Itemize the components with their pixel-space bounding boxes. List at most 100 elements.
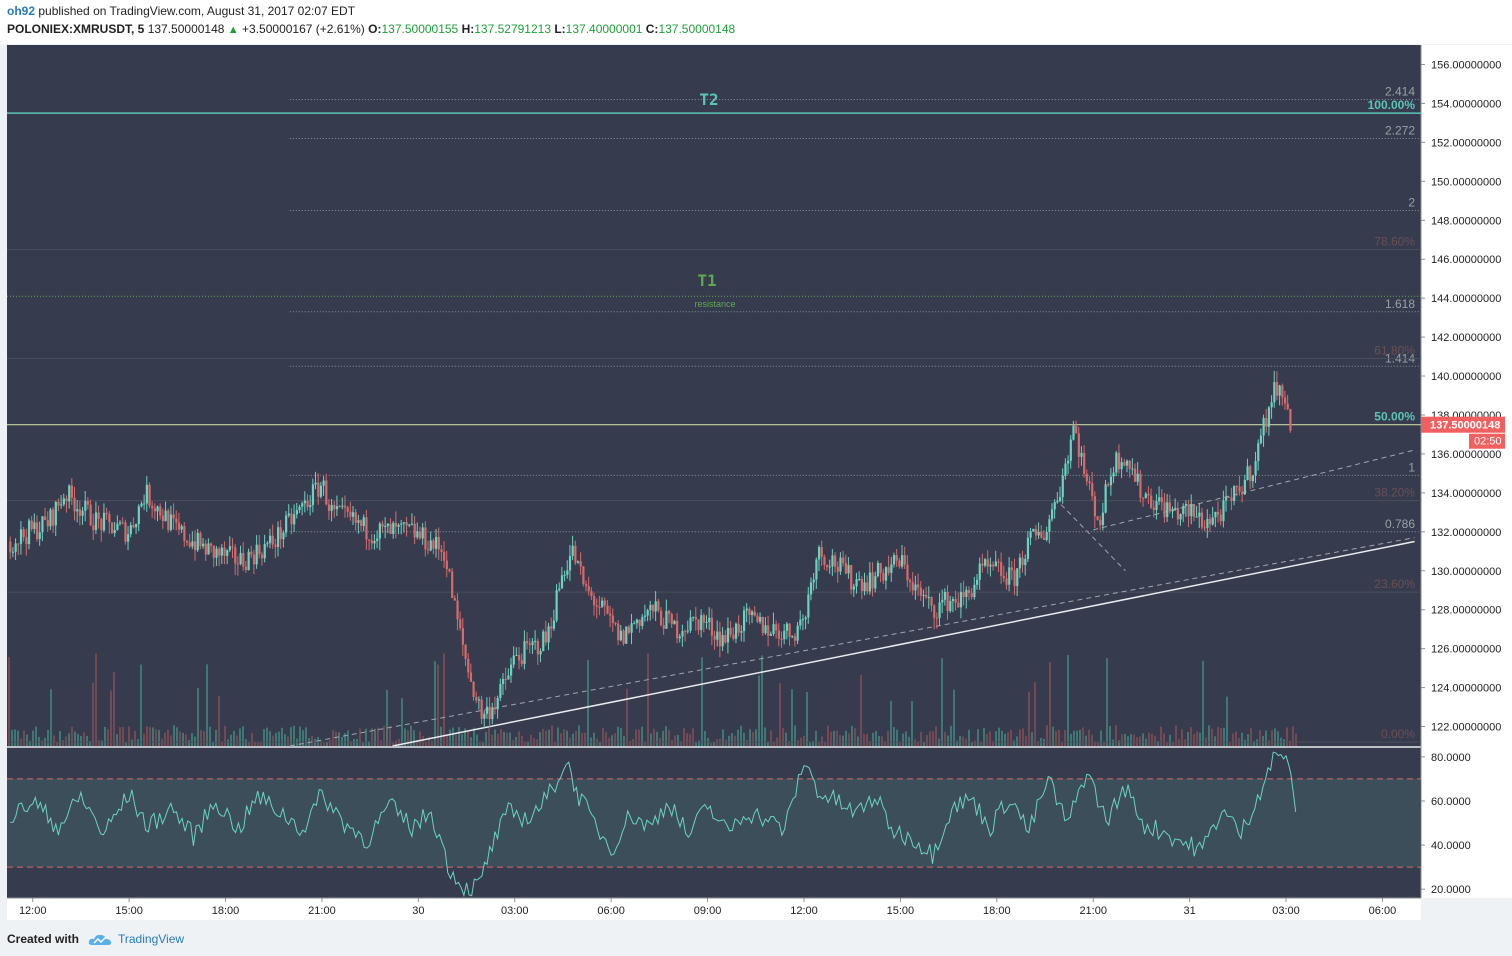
volume-bar	[977, 729, 979, 746]
volume-bar	[92, 682, 94, 746]
candle-body	[745, 608, 748, 611]
current-price-tag-text: 137.50000148	[1430, 420, 1500, 432]
volume-bar	[272, 735, 274, 746]
volume-bar	[704, 730, 706, 746]
candle-body	[282, 532, 285, 540]
candle-body	[1235, 486, 1238, 488]
volume-bar	[1241, 732, 1243, 746]
candle-body	[327, 504, 331, 511]
candle-body	[850, 565, 853, 590]
candle-body	[252, 554, 256, 565]
candle-body	[1061, 475, 1064, 498]
volume-bar	[1070, 733, 1072, 746]
tradingview-link[interactable]: TradingView	[118, 932, 185, 946]
fib-retracement-label: 78.60%	[1374, 234, 1415, 248]
volume-bar	[422, 736, 424, 746]
volume-bar	[428, 736, 430, 746]
up-triangle-icon: ▲	[227, 24, 239, 36]
candle-body	[60, 504, 63, 506]
candle-body	[866, 582, 869, 592]
volume-bar	[1211, 728, 1213, 746]
volume-bar	[935, 726, 937, 746]
candle-body	[54, 501, 57, 526]
candle-body	[788, 623, 791, 637]
candle-body	[817, 547, 821, 560]
volume-bar	[722, 729, 724, 746]
volume-bar	[686, 733, 688, 746]
candle-body	[135, 523, 138, 528]
volume-bar	[899, 741, 901, 746]
volume-bar	[1001, 730, 1003, 746]
volume-bar	[1229, 742, 1231, 746]
volume-bar	[950, 725, 952, 746]
tradingview-cloud-icon	[88, 934, 111, 945]
volume-bar	[815, 730, 817, 746]
volume-bar	[392, 742, 394, 746]
symbol-name[interactable]: POLONIEX:XMRUSDT, 5	[7, 22, 145, 36]
candle-body	[277, 527, 280, 547]
candle-body	[863, 582, 866, 592]
volume-bar	[1085, 735, 1087, 746]
candle-body	[842, 557, 845, 564]
volume-bar	[242, 726, 244, 746]
fib-extension-label: 2.272	[1385, 123, 1415, 137]
candle-body	[137, 506, 140, 524]
volume-bar	[1262, 735, 1264, 746]
price-tick-label: 152.00000000	[1431, 137, 1501, 149]
candle-body	[568, 555, 572, 571]
candle-body	[1187, 504, 1190, 517]
chart-canvas[interactable]: 2.4142.27221.6181.41410.786100.00%78.60%…	[0, 0, 1512, 924]
volume-bar	[626, 688, 628, 746]
candle-body	[753, 611, 756, 616]
candle-body	[1091, 483, 1094, 497]
candle-body	[876, 563, 880, 577]
volume-bar	[1037, 741, 1039, 746]
volume-bar	[782, 728, 784, 746]
volume-bar	[437, 664, 439, 746]
candle-body	[212, 545, 215, 558]
candle-body	[1262, 418, 1265, 436]
price-tick-label: 134.00000000	[1431, 488, 1501, 500]
candle-body	[761, 616, 764, 634]
volume-bar	[1016, 736, 1018, 746]
candle-body	[686, 630, 689, 632]
volume-bar	[11, 729, 13, 746]
candle-body	[718, 631, 722, 647]
candle-body	[1099, 519, 1102, 526]
candle-body	[175, 518, 178, 523]
candle-body	[169, 514, 173, 530]
candle-body	[994, 561, 997, 567]
volume-bar	[344, 733, 346, 746]
current-price-tag	[1421, 416, 1505, 433]
volume-bar	[692, 728, 694, 746]
volume-bar	[863, 734, 865, 746]
volume-bar	[914, 739, 916, 746]
candle-body	[1050, 509, 1054, 520]
candle-body	[785, 623, 789, 631]
volume-bar	[278, 731, 280, 746]
candle-body	[678, 636, 681, 639]
volume-bar	[794, 725, 796, 746]
candle-body	[729, 627, 732, 635]
candle-body	[368, 539, 371, 541]
candle-body	[957, 602, 960, 608]
volume-bar	[524, 742, 526, 746]
volume-bar	[449, 729, 451, 746]
volume-bar	[689, 733, 691, 746]
volume-bar	[998, 727, 1000, 746]
volume-bar	[77, 733, 79, 746]
support-trendline	[392, 540, 1415, 747]
candle-body	[777, 630, 781, 639]
volume-bar	[701, 657, 703, 746]
author-link[interactable]: oh92	[7, 4, 36, 18]
volume-bar	[512, 740, 514, 746]
volume-bar	[137, 739, 139, 746]
time-tick-label: 12:00	[790, 905, 818, 917]
candle-body	[475, 696, 478, 701]
candle-body	[895, 555, 898, 561]
candle-body	[606, 605, 609, 614]
candle-body	[767, 625, 770, 636]
candle-body	[967, 589, 971, 594]
candle-body	[19, 529, 23, 544]
volume-bar	[218, 696, 220, 746]
